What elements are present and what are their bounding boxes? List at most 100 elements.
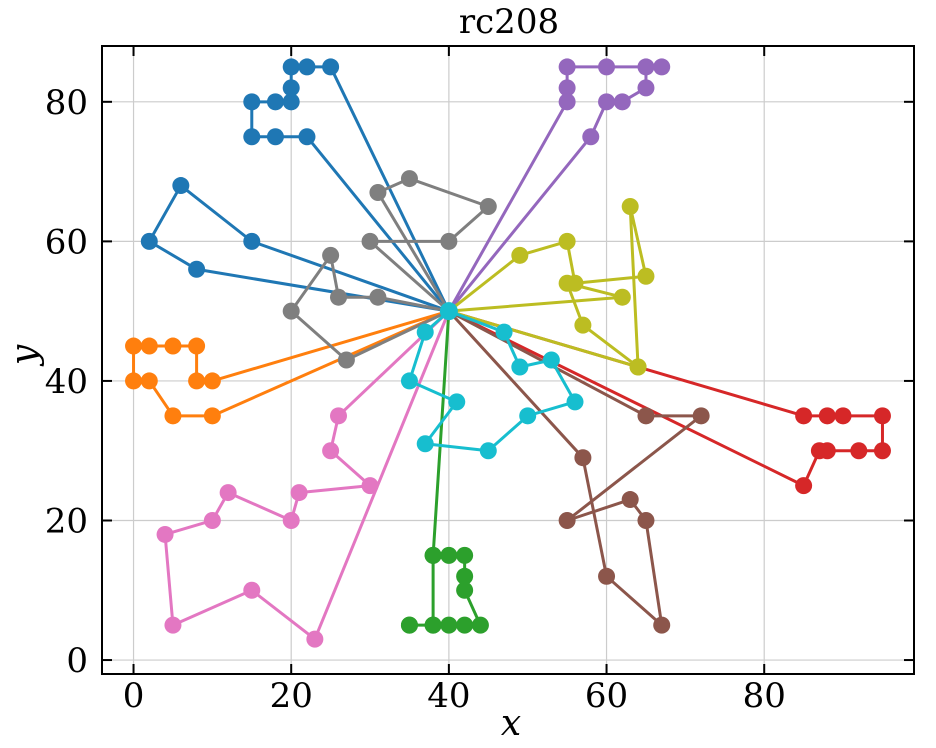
route-line	[447, 309, 703, 627]
route-point	[322, 246, 340, 264]
route-line	[163, 310, 451, 641]
route-line	[448, 309, 884, 488]
route-point	[322, 58, 340, 76]
route-point	[400, 372, 418, 390]
route-point	[369, 288, 387, 306]
route-point	[795, 407, 813, 425]
route-5	[440, 58, 671, 320]
route-point	[566, 274, 584, 292]
route-9	[440, 197, 655, 376]
route-point	[653, 58, 671, 76]
route-point	[298, 128, 316, 146]
y-tick-label: 60	[45, 222, 88, 262]
route-point	[637, 58, 655, 76]
x-tick-label: 60	[585, 676, 628, 716]
route-point	[125, 337, 143, 355]
route-point	[330, 407, 348, 425]
route-point	[621, 491, 639, 509]
route-point	[337, 351, 355, 369]
route-point	[306, 630, 324, 648]
route-point	[282, 93, 300, 111]
route-3	[400, 302, 489, 634]
y-tick-label: 80	[45, 83, 88, 123]
route-1	[140, 58, 458, 320]
route-point	[140, 232, 158, 250]
route-point	[818, 442, 836, 460]
route-point	[558, 79, 576, 97]
y-axis-label: y	[4, 344, 45, 367]
route-point	[873, 442, 891, 460]
route-point	[511, 246, 529, 264]
y-tick-label: 0	[66, 641, 88, 681]
route-8	[282, 170, 497, 369]
route-point	[637, 407, 655, 425]
route-point	[511, 358, 529, 376]
route-point	[282, 511, 300, 529]
route-point	[188, 372, 206, 390]
route-point	[598, 58, 616, 76]
route-point	[424, 616, 442, 634]
route-point	[330, 288, 348, 306]
y-tick-label: 20	[45, 501, 88, 541]
route-point	[140, 337, 158, 355]
x-tick-label: 0	[123, 676, 145, 716]
route-point	[479, 197, 497, 215]
route-point	[400, 616, 418, 634]
route-point	[558, 511, 576, 529]
route-point	[219, 484, 237, 502]
route-point	[456, 546, 474, 564]
route-point	[243, 232, 261, 250]
route-point	[243, 128, 261, 146]
route-point	[322, 442, 340, 460]
route-point	[369, 184, 387, 202]
route-point	[471, 616, 489, 634]
route-point	[637, 267, 655, 285]
axis-ticks: 0 20 40 60 80 0 20 40 60 80	[45, 46, 914, 716]
route-point	[282, 302, 300, 320]
route-point	[613, 93, 631, 111]
route-point	[558, 93, 576, 111]
route-point	[416, 323, 434, 341]
route-point	[542, 351, 560, 369]
route-point	[290, 484, 308, 502]
route-point	[456, 581, 474, 599]
x-tick-label: 80	[743, 676, 786, 716]
route-point	[203, 511, 221, 529]
route-point	[598, 567, 616, 585]
route-point	[243, 93, 261, 111]
route-point	[834, 407, 852, 425]
route-point	[188, 337, 206, 355]
route-point	[266, 128, 284, 146]
route-point	[558, 58, 576, 76]
route-point	[873, 407, 891, 425]
route-point	[629, 358, 647, 376]
route-point	[172, 177, 190, 195]
route-point	[243, 581, 261, 599]
route-point	[164, 616, 182, 634]
route-line	[289, 177, 490, 362]
route-point	[164, 407, 182, 425]
route-point	[266, 93, 284, 111]
route-point	[125, 372, 143, 390]
route-point	[361, 232, 379, 250]
route-point	[637, 79, 655, 97]
route-6	[440, 302, 710, 634]
route-point	[495, 323, 513, 341]
route-point	[582, 128, 600, 146]
route-point	[156, 525, 174, 543]
route-point	[282, 58, 300, 76]
plot-frame	[101, 45, 915, 675]
route-point	[566, 393, 584, 411]
y-tick-label: 40	[45, 362, 88, 402]
route-point	[140, 372, 158, 390]
route-point	[440, 232, 458, 250]
route-point	[456, 567, 474, 585]
route-point	[574, 449, 592, 467]
route-point	[424, 546, 442, 564]
route-point	[400, 170, 418, 188]
route-point	[795, 477, 813, 495]
route-point	[416, 435, 434, 453]
x-tick-label: 40	[427, 676, 470, 716]
route-point	[440, 616, 458, 634]
route-point	[621, 197, 639, 215]
